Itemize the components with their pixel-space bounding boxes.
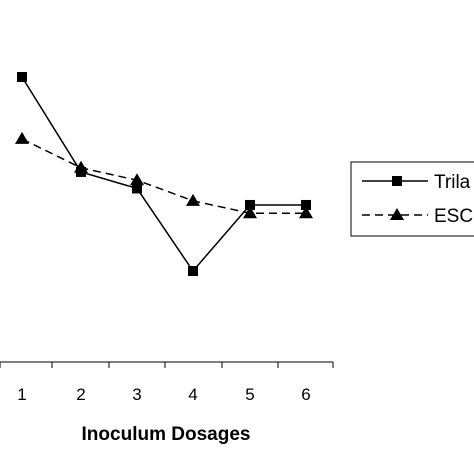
x-tick-label: 5 — [245, 385, 254, 404]
x-tick-label: 1 — [17, 385, 26, 404]
data-point — [15, 131, 29, 144]
series-triangle — [15, 131, 313, 219]
series-line — [21, 76, 306, 273]
data-point — [130, 173, 144, 186]
legend-item: Trila — [362, 172, 471, 193]
data-point — [132, 183, 142, 194]
data-point — [186, 193, 200, 206]
legend: Trila ESC — [350, 161, 474, 237]
series-square — [17, 72, 311, 276]
legend-item: ESC — [362, 206, 473, 227]
data-point — [245, 199, 255, 210]
legend-items: Trila ESC — [362, 172, 473, 227]
legend-marker — [392, 176, 402, 186]
x-tick-label: 3 — [132, 385, 141, 404]
data-point — [243, 206, 257, 219]
data-point — [301, 199, 311, 210]
legend-marker — [390, 208, 404, 220]
x-tick-label: 4 — [188, 385, 197, 404]
axes: 1 2 3 4 5 6 — [0, 361, 334, 404]
legend-label: ESC — [434, 206, 473, 227]
data-point — [74, 160, 88, 173]
series-line — [21, 138, 306, 214]
x-axis-title: Inoculum Dosages — [82, 424, 251, 445]
data-point — [299, 206, 313, 219]
data-point — [188, 266, 198, 276]
data-point — [17, 72, 27, 82]
x-tick-label: 6 — [301, 385, 310, 404]
legend-label: Trila — [434, 172, 471, 193]
series-layer — [15, 72, 313, 276]
legend-box — [350, 161, 474, 237]
x-tick-label: 2 — [76, 385, 85, 404]
